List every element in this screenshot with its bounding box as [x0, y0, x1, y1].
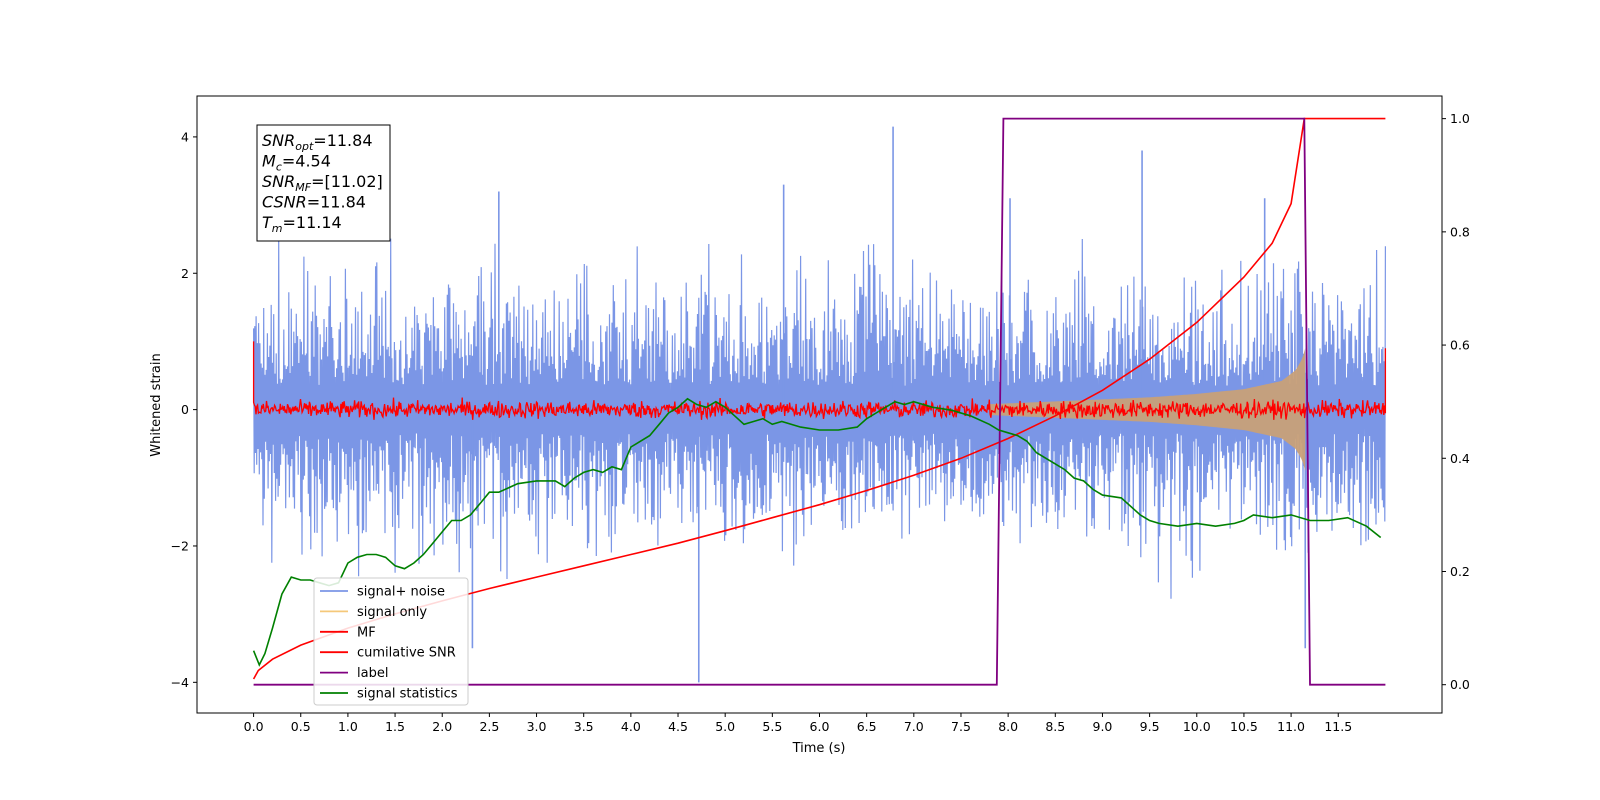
y-tick-label: 4 [181, 129, 189, 144]
annotation-line: SNRopt=11.84 [262, 131, 373, 153]
x-tick-label: 5.0 [715, 719, 735, 734]
x-tick-label: 10.0 [1183, 719, 1211, 734]
series-signal-only [989, 348, 1306, 471]
annotation-frame [256, 124, 391, 242]
y-tick-label: −4 [171, 675, 189, 690]
stats-annotation-box: SNRopt=11.84Mc=4.54SNRMF=[11.02]CSNR=11.… [256, 124, 391, 242]
x-axis: 0.0 0.5 1.0 1.5 2.0 2.5 3.0 3.5 4.0 4.5 5.0 5.5 6.0 6… [244, 713, 1352, 734]
series-signal-noise [253, 236, 1386, 599]
plot-area [252, 117, 1387, 686]
x-tick-label: 2.0 [432, 719, 452, 734]
legend: signal+ noise signal only MF cumilative SNR… [313, 577, 469, 706]
x-axis-label: Time (s) [792, 741, 846, 756]
legend-label: cumilative SNR [357, 646, 456, 661]
y2-tick-label: 0.0 [1450, 677, 1470, 692]
series-label [253, 117, 1386, 686]
y2-tick-label: 0.8 [1450, 224, 1470, 239]
legend-label: label [357, 666, 388, 681]
legend-label: signal statistics [357, 687, 458, 702]
x-tick-label: 4.0 [621, 719, 641, 734]
x-tick-label: 9.0 [1093, 719, 1113, 734]
x-tick-label: 3.0 [527, 719, 547, 734]
y-axis-label: Whitened strain [149, 353, 164, 456]
x-tick-label: 8.5 [1045, 719, 1065, 734]
x-tick-label: 5.5 [762, 719, 782, 734]
series-mf [252, 341, 1387, 421]
x-tick-label: 6.5 [857, 719, 877, 734]
series-signal-noise-peaks [471, 126, 1307, 683]
annotation-line: SNRMF=[11.02] [262, 172, 383, 194]
y-tick-label: −2 [171, 538, 189, 553]
y-axis-right: 1.0 0.8 0.6 0.4 0.2 0.0 [1442, 111, 1470, 692]
legend-label: signal only [357, 605, 427, 620]
x-tick-label: 2.5 [479, 719, 499, 734]
y-axis-left: 4 2 0 −2 −4 [171, 129, 197, 690]
y2-tick-label: 1.0 [1450, 111, 1470, 126]
x-tick-label: 1.0 [338, 719, 358, 734]
x-tick-label: 6.0 [810, 719, 830, 734]
x-tick-label: 1.5 [385, 719, 405, 734]
annotation-line: CSNR=11.84 [262, 193, 366, 212]
x-tick-label: 11.5 [1324, 719, 1352, 734]
x-tick-label: 4.5 [668, 719, 688, 734]
legend-label: signal+ noise [357, 585, 445, 600]
x-tick-label: 8.0 [998, 719, 1018, 734]
legend-label: MF [357, 625, 376, 640]
x-tick-label: 11.0 [1277, 719, 1305, 734]
y2-tick-label: 0.4 [1450, 451, 1470, 466]
x-tick-label: 7.0 [904, 719, 924, 734]
y2-tick-label: 0.2 [1450, 564, 1470, 579]
y2-tick-label: 0.6 [1450, 338, 1470, 353]
x-tick-label: 10.5 [1230, 719, 1258, 734]
x-tick-label: 9.5 [1140, 719, 1160, 734]
x-tick-label: 7.5 [951, 719, 971, 734]
x-tick-label: 3.5 [574, 719, 594, 734]
x-tick-label: 0.0 [244, 719, 264, 734]
y-tick-label: 2 [181, 266, 189, 281]
series-signal-statistics [252, 397, 1382, 667]
x-tick-label: 0.5 [291, 719, 311, 734]
y-tick-label: 0 [181, 402, 189, 417]
annotation-line: Mc=4.54 [262, 152, 331, 174]
annotation-line: Tm=11.14 [262, 213, 342, 235]
legend-frame [313, 577, 469, 706]
